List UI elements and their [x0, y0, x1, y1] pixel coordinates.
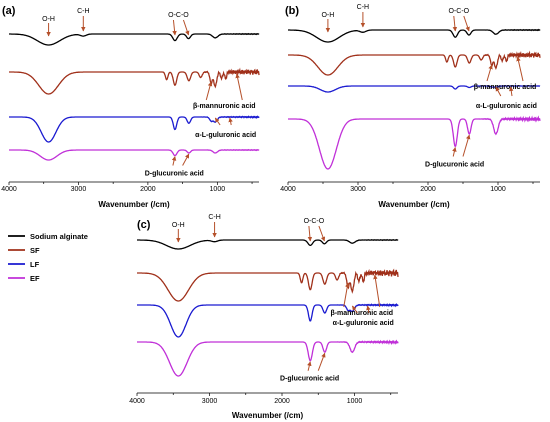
spectrum-ef	[137, 339, 399, 377]
x-tick-label: 1000	[210, 186, 226, 193]
spectrum-sf	[137, 268, 399, 302]
arrow-mannuronic-2	[373, 274, 381, 308]
arrow-guluronic-1	[351, 305, 358, 314]
annotation-guluronic: α-L-guluronic acid	[476, 103, 537, 110]
arrow-mannuronic-2	[235, 73, 243, 101]
arrow-mannuronic-2	[516, 56, 524, 82]
annotation-oh: O-H	[42, 16, 55, 23]
arrow-glucuronic-1	[307, 361, 312, 371]
annotation-oco: O-C-O	[304, 218, 325, 225]
x-tick-label: 1000	[490, 186, 506, 193]
x-axis-label: Wavenumber (/cm)	[232, 411, 304, 420]
annotation-guluronic: α-L-guluronic acid	[195, 132, 256, 139]
arrow-mannuronic-1	[486, 64, 493, 82]
panel-label: (b)	[285, 5, 299, 17]
arrow-glucuronic-2	[317, 352, 326, 371]
legend: Sodium alginate SF LF EF	[8, 232, 88, 283]
arrow-oco-1	[172, 19, 177, 36]
x-tick-label: 1000	[347, 398, 363, 405]
x-tick-label: 4000	[1, 186, 17, 193]
annotation-mannuronic: β-mannuronic acid	[193, 103, 256, 110]
arrow-mannuronic-1	[343, 282, 350, 308]
annotation-oh: O-H	[321, 12, 334, 19]
arrow-glucuronic-1	[452, 147, 457, 157]
x-axis-label: Wavenumber (/cm)	[98, 200, 170, 209]
spectrum-sodium-alginate	[288, 28, 541, 43]
x-tick-label: 4000	[129, 398, 145, 405]
x-tick-label: 2000	[420, 186, 436, 193]
x-tick-label: 2000	[140, 186, 156, 193]
arrow-guluronic-2	[508, 86, 514, 97]
arrow-guluronic-2	[366, 305, 371, 314]
panel-label: (c)	[137, 219, 151, 231]
annotation-mannuronic: β-mannuronic acid	[330, 310, 393, 317]
x-tick-label: 3000	[202, 398, 218, 405]
annotation-guluronic: α-L-guluronic acid	[333, 320, 394, 327]
arrow-guluronic-1	[495, 86, 502, 97]
panel-1	[288, 28, 541, 170]
arrow-guluronic-1	[214, 117, 221, 126]
annotation-ch: C-H	[208, 214, 220, 221]
legend-label: Sodium alginate	[30, 232, 88, 241]
arrow-oco-2	[182, 19, 190, 36]
spectrum-sodium-alginate	[137, 238, 399, 250]
spectrum-ef	[9, 148, 260, 161]
x-axis-label: Wavenumber (/cm)	[378, 200, 450, 209]
annotation-oh: O-H	[172, 222, 185, 229]
spectrum-sf	[9, 67, 260, 95]
arrow-glucuronic-1	[171, 156, 177, 166]
annotation-glucuronic: D-glucuronic acid	[145, 171, 204, 178]
panel-0	[9, 32, 260, 161]
spectrum-sodium-alginate	[9, 32, 260, 46]
annotation-glucuronic: D-glucuronic acid	[425, 162, 484, 169]
annotation-mannuronic: β-mannuronic acid	[474, 84, 537, 91]
annotation-ch: C-H	[357, 4, 369, 11]
x-tick-label: 2000	[274, 398, 290, 405]
arrow-oco-1	[452, 15, 458, 32]
annotation-ch: C-H	[77, 8, 89, 15]
arrow-glucuronic-2	[462, 134, 471, 157]
annotation-glucuronic: D-glucuronic acid	[280, 376, 339, 383]
legend-label: LF	[30, 260, 40, 269]
arrow-mannuronic-1	[205, 81, 213, 101]
spectrum-sf	[288, 50, 541, 76]
x-tick-label: 3000	[350, 186, 366, 193]
legend-label: SF	[30, 246, 40, 255]
arrow-glucuronic-2	[182, 153, 190, 166]
arrow-oco-2	[318, 225, 326, 242]
x-tick-label: 3000	[71, 186, 87, 193]
legend-label: EF	[30, 274, 40, 283]
arrow-guluronic-2	[228, 117, 233, 126]
annotation-oco: O-C-O	[168, 12, 189, 19]
panel-2	[137, 238, 399, 377]
annotation-oco: O-C-O	[448, 8, 469, 15]
panel-label: (a)	[2, 5, 16, 17]
spectrum-ef	[288, 115, 541, 170]
arrow-oco-2	[463, 15, 470, 32]
x-tick-label: 4000	[280, 186, 296, 193]
arrow-oco-1	[307, 225, 313, 242]
